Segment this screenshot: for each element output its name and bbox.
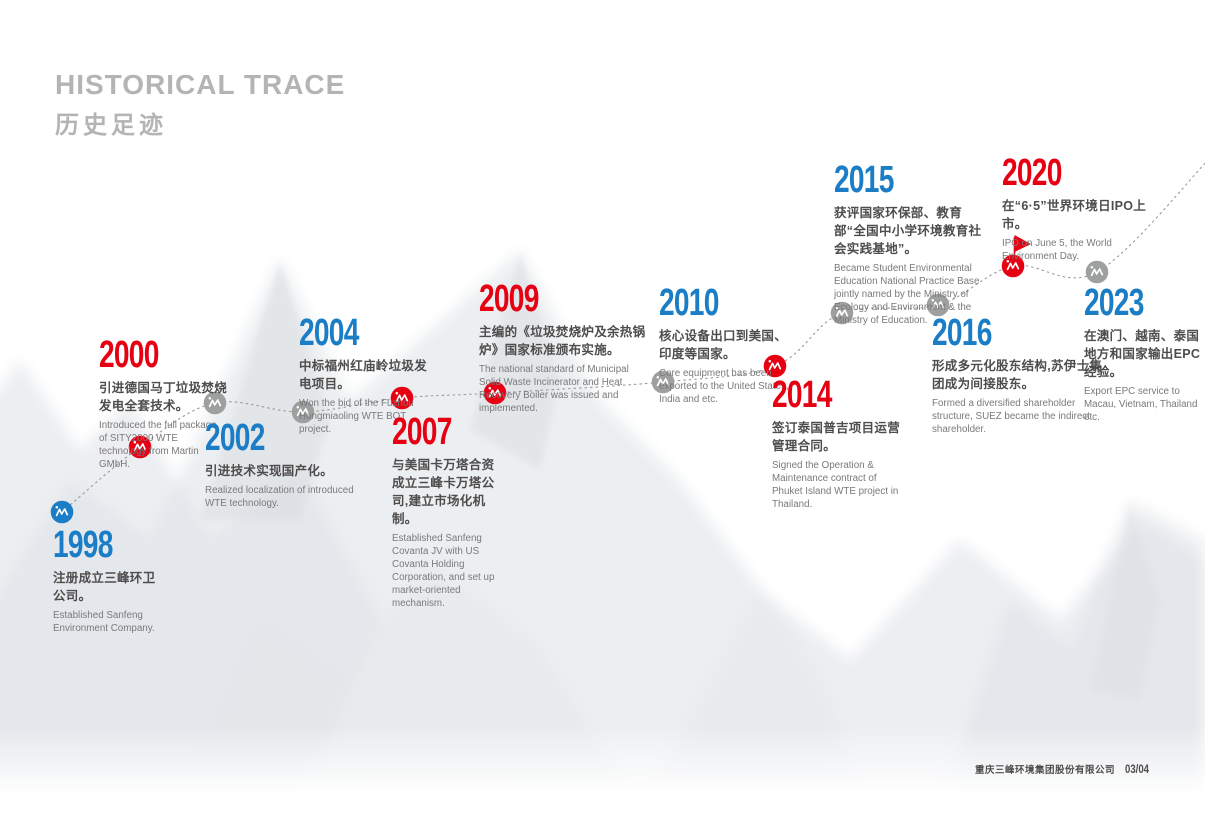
milestone-desc-en: Export EPC service to Macau, Vietnam, Th… [1084, 386, 1198, 424]
timeline-node-2014 [763, 354, 787, 378]
milestone-title-zh: 注册成立三峰环卫公司。 [53, 570, 156, 604]
milestone-title-zh: 与美国卡万塔合资成立三峰卡万塔公司,建立市场化机制。 [392, 457, 495, 527]
timeline-milestone: 2014 签订泰国普吉项目运营管理合同。 Signed the Operatio… [772, 374, 904, 512]
sanfeng-logo-dot [1006, 259, 1010, 263]
sanfeng-logo-dot [488, 386, 492, 390]
timeline-node-2000 [128, 435, 152, 459]
milestone-desc-en: Introduced the full package of SITY2000 … [99, 420, 217, 470]
timeline-milestone: 2010 核心设备出口到美国、印度等国家。 Core equipment has… [659, 282, 797, 407]
page-footer: 重庆三峰环境集团股份有限公司 03/04 [975, 762, 1155, 776]
sanfeng-logo-icon [656, 378, 670, 387]
milestone-year: 2000 [99, 334, 159, 376]
flag-icon [1014, 235, 1031, 252]
timeline-milestone: 2002 引进技术实现国产化。 Realized localization of… [205, 417, 363, 511]
timeline-node-2009 [483, 381, 507, 405]
footer-page-number: 03/04 [1124, 762, 1149, 776]
sanfeng-logo-icon [296, 408, 310, 417]
timeline-node-1998 [50, 500, 74, 524]
milestone-desc-en: Established Sanfeng Covanta JV with US C… [392, 533, 495, 610]
milestone-desc-en: Established Sanfeng Environment Company. [53, 610, 155, 635]
timeline-milestone: 2009 主编的《垃圾焚烧炉及余热锅炉》国家标准颁布实施。 The nation… [479, 278, 647, 416]
milestone-title-zh: 在“6·5”世界环境日IPO上市。 [1002, 198, 1147, 232]
timeline-milestone: 2015 获评国家环保部、教育部“全国中小学环境教育社会实践基地”。 Becam… [834, 159, 986, 328]
milestone-title-zh: 在澳门、越南、泰国地方和国家输出EPC经验。 [1084, 328, 1201, 380]
timeline-milestone: 2020 在“6·5”世界环境日IPO上市。 IPO on June 5, th… [1002, 152, 1152, 264]
milestone-desc-en: IPO on June 5, the World Environment Day… [1002, 238, 1112, 263]
sanfeng-logo-icon [133, 443, 147, 452]
sanfeng-logo-dot [768, 359, 772, 363]
milestone-desc-en: Formed a diversified shareholder structu… [932, 398, 1090, 436]
timeline-node-2023 [1085, 260, 1109, 284]
timeline-node-2020 [1001, 235, 1031, 278]
milestone-title-zh: 获评国家环保部、教育部“全国中小学环境教育社会实践基地”。 [834, 205, 982, 257]
sanfeng-logo-icon [1006, 262, 1020, 271]
page-header: HISTORICAL TRACE 历史足迹 [55, 69, 346, 140]
milestone-year: 2004 [299, 312, 359, 354]
milestone-title-zh: 主编的《垃圾焚烧炉及余热锅炉》国家标准颁布实施。 [479, 324, 646, 358]
timeline-node-2002 [203, 391, 227, 415]
sanfeng-logo-dot [395, 391, 399, 395]
milestone-year: 2010 [659, 282, 719, 324]
milestone-year: 2016 [932, 312, 992, 354]
mountain-ridge [1090, 505, 1160, 700]
sanfeng-logo-dot [1090, 265, 1094, 269]
milestone-desc-en: Won the bid of the Fuzhou Hongmiaoling W… [299, 398, 414, 436]
timeline-milestone: 2023 在澳门、越南、泰国地方和国家输出EPC经验。 Export EPC s… [1084, 282, 1205, 425]
sanfeng-logo-icon [208, 399, 222, 408]
milestone-title-zh: 中标福州红庙岭垃圾发电项目。 [299, 358, 428, 392]
timeline-milestone: 2000 引进德国马丁垃圾焚烧发电全套技术。 Introduced the fu… [99, 334, 228, 472]
mountain-ridge [200, 262, 330, 520]
milestone-year: 1998 [53, 524, 113, 566]
sanfeng-logo-dot [296, 405, 300, 409]
sanfeng-logo-icon [488, 389, 502, 398]
sanfeng-logo-icon [835, 309, 849, 318]
sanfeng-logo-icon [55, 508, 69, 517]
milestone-title-zh: 签订泰国普吉项目运营管理合同。 [772, 420, 901, 454]
milestone-desc-en: Core equipment has been exported to the … [659, 368, 789, 406]
sanfeng-logo-dot [835, 306, 839, 310]
milestone-title-zh: 形成多元化股东结构,苏伊士集团成为间接股东。 [932, 358, 1103, 392]
milestone-year: 2002 [205, 417, 265, 459]
sanfeng-logo-dot [931, 298, 935, 302]
timeline-node-2010 [651, 370, 675, 394]
timeline-milestone: 2004 中标福州红庙岭垃圾发电项目。 Won the bid of the F… [299, 312, 429, 437]
sanfeng-logo-icon [931, 301, 945, 310]
milestone-year: 2014 [772, 374, 832, 416]
milestone-year: 2009 [479, 278, 539, 320]
mountain-ridge [470, 254, 560, 470]
milestone-desc-en: Signed the Operation & Maintenance contr… [772, 460, 899, 510]
page-title-en: HISTORICAL TRACE [55, 69, 346, 100]
sanfeng-logo-icon [768, 362, 782, 371]
timeline-node-2004 [291, 400, 315, 424]
sanfeng-logo-dot [55, 505, 59, 509]
sanfeng-logo-dot [208, 396, 212, 400]
milestone-title-zh: 核心设备出口到美国、印度等国家。 [659, 328, 788, 362]
timeline-node-2007 [390, 386, 414, 410]
sanfeng-logo-dot [133, 440, 137, 444]
timeline-node-2016 [926, 293, 950, 317]
timeline-node-2015 [830, 301, 854, 325]
milestone-desc-en: Realized localization of introduced WTE … [205, 485, 354, 509]
milestone-desc-en: Became Student Environmental Education N… [834, 263, 980, 327]
sanfeng-logo-icon [1090, 268, 1104, 277]
sanfeng-logo-icon [395, 394, 409, 403]
milestone-desc-en: The national standard of Municipal Solid… [479, 364, 629, 414]
milestone-year: 2020 [1002, 152, 1062, 194]
milestone-year: 2023 [1084, 282, 1144, 324]
milestone-year: 2007 [392, 411, 452, 453]
milestone-year: 2015 [834, 159, 894, 201]
sanfeng-logo-dot [656, 375, 660, 379]
timeline-milestone: 1998 注册成立三峰环卫公司。 Established Sanfeng Env… [53, 524, 165, 636]
timeline-milestone: 2007 与美国卡万塔合资成立三峰卡万塔公司,建立市场化机制。 Establis… [392, 411, 502, 611]
milestone-title-zh: 引进技术实现国产化。 [205, 463, 334, 478]
page-title-zh: 历史足迹 [55, 111, 167, 139]
milestone-title-zh: 引进德国马丁垃圾焚烧发电全套技术。 [99, 380, 228, 414]
timeline-milestone: 2016 形成多元化股东结构,苏伊士集团成为间接股东。 Formed a div… [932, 312, 1114, 437]
footer-company-name: 重庆三峰环境集团股份有限公司 [974, 765, 1115, 776]
